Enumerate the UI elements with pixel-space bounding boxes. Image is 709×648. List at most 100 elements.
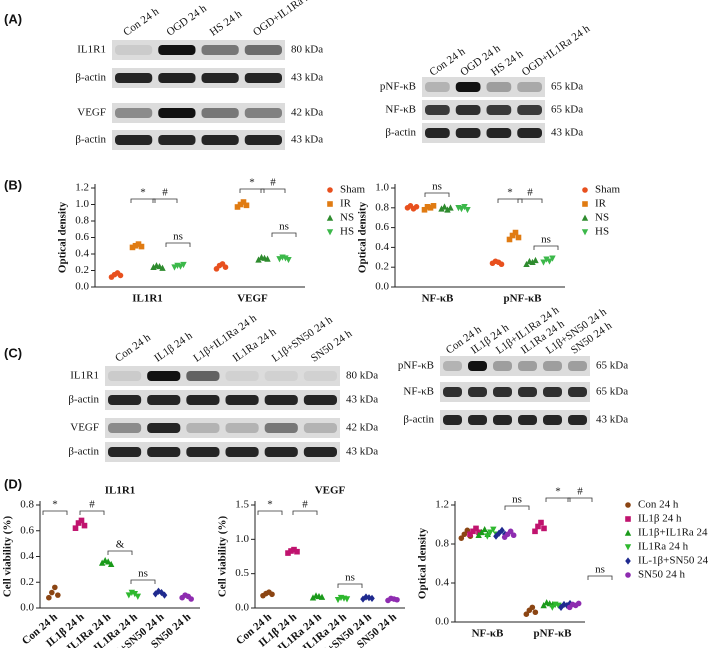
blot-band	[108, 447, 142, 457]
data-point	[158, 588, 165, 597]
data-point	[532, 609, 539, 616]
annotation: *	[267, 499, 273, 511]
bracket	[130, 579, 156, 584]
blot-band	[455, 105, 481, 115]
lane-label: OGD 24 h	[165, 2, 210, 38]
bracket	[165, 242, 191, 247]
legend-label: Sham	[595, 184, 621, 196]
blot-band	[201, 135, 239, 145]
blot-strip	[440, 356, 590, 376]
blot-band	[518, 361, 537, 371]
y-tick-label: 1.5	[235, 499, 249, 511]
row-label: VEGF	[70, 422, 99, 434]
blot-band	[303, 447, 337, 457]
blot-band	[186, 423, 220, 433]
bracket	[42, 510, 68, 515]
legend-label: Sham	[340, 184, 366, 196]
legend-marker	[581, 229, 589, 236]
data-point	[438, 205, 445, 212]
data-point	[447, 204, 454, 211]
data-point	[481, 525, 488, 533]
y-tick-label: 1.2	[435, 499, 449, 511]
legend-marker	[625, 572, 631, 578]
kda-label: 65 kDa	[596, 360, 628, 372]
y-tick-label: 0.6	[375, 221, 389, 233]
annotation: #	[162, 187, 168, 199]
legend-label: HS	[340, 226, 354, 238]
data-point	[49, 589, 55, 596]
annotation: ns	[279, 221, 289, 233]
legend-label: IR	[340, 198, 352, 210]
blot-band	[225, 395, 259, 405]
kda-label: 80 kDa	[346, 370, 378, 382]
blot-band	[443, 387, 462, 397]
blot-band	[147, 447, 181, 457]
data-point	[138, 243, 145, 250]
annotation: #	[527, 187, 533, 199]
blot-band	[158, 45, 196, 55]
data-point	[444, 206, 451, 213]
blot-band	[493, 361, 512, 371]
blot-strip	[422, 77, 545, 97]
annotation: *	[555, 486, 561, 498]
data-point	[104, 558, 112, 565]
blot-band	[186, 395, 220, 405]
y-tick-label: 0.5	[235, 567, 249, 579]
row-label: pNF-κB	[398, 360, 434, 372]
x-tick-label: NF-κB	[472, 628, 504, 640]
annotation: #	[89, 499, 95, 511]
legend-label: NS	[340, 212, 354, 224]
blot-band	[108, 371, 142, 381]
blot-band	[201, 45, 239, 55]
data-point	[180, 261, 187, 269]
annotation: &	[116, 539, 125, 551]
blot-band	[517, 128, 542, 138]
annotation: ns	[432, 181, 442, 193]
row-label: β-actin	[68, 394, 99, 406]
data-point	[543, 256, 550, 263]
data-point	[546, 258, 553, 265]
y-tick-label: 0.8	[20, 499, 34, 511]
blot-band	[108, 423, 142, 433]
data-point	[458, 535, 465, 541]
row-label: IL1R1	[77, 44, 106, 56]
blot-band	[186, 447, 220, 457]
blot-band	[244, 45, 282, 55]
data-point	[441, 203, 448, 210]
kda-label: 43 kDa	[291, 72, 323, 84]
bracket	[497, 198, 523, 203]
legend-label: SN50 24 h	[638, 569, 686, 581]
x-tick-label: VEGF	[237, 293, 268, 305]
row-label: β-actin	[385, 127, 416, 139]
blot-band	[543, 361, 562, 371]
data-point	[255, 256, 262, 263]
kda-label: 65 kDa	[596, 386, 628, 398]
y-tick-label: 0.0	[435, 616, 449, 628]
data-point	[81, 522, 88, 529]
annotation: *	[52, 499, 58, 511]
blot-band	[568, 415, 587, 425]
blot-strip	[440, 410, 590, 430]
legend-marker	[326, 229, 334, 236]
data-point	[512, 229, 519, 236]
blot-band	[303, 371, 337, 381]
data-point	[282, 255, 289, 262]
annotation: #	[577, 486, 583, 498]
y-tick-label: 1.2	[75, 182, 89, 194]
data-point	[394, 596, 400, 603]
blot-band	[518, 415, 537, 425]
blot-band	[303, 423, 337, 433]
data-point	[125, 592, 133, 599]
data-point	[98, 559, 106, 566]
kda-label: 43 kDa	[346, 394, 378, 406]
bracket	[239, 188, 265, 193]
data-point	[487, 529, 494, 536]
y-tick-label: 1.0	[75, 198, 89, 210]
legend-marker	[625, 516, 631, 522]
row-label: NF-κB	[403, 386, 434, 398]
blot-band	[425, 128, 450, 138]
data-point	[264, 255, 271, 262]
data-point	[343, 596, 351, 603]
lane-label: OGD+IL1Ra 24 h	[251, 0, 324, 39]
data-point	[538, 519, 544, 526]
